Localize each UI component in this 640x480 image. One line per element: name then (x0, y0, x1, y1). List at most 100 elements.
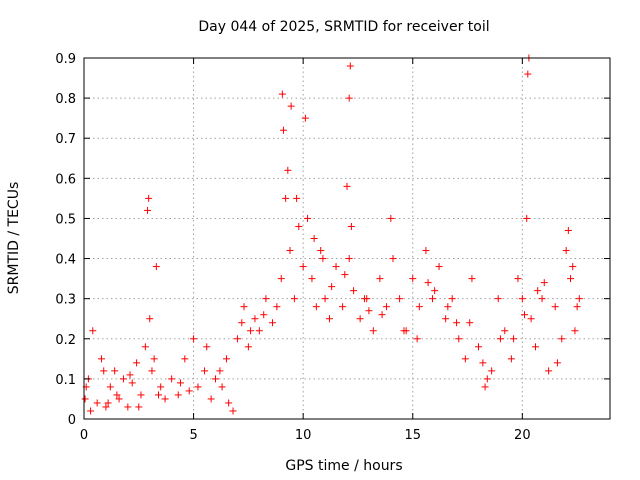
gridlines (84, 58, 610, 419)
data-point (190, 335, 198, 343)
data-point (145, 194, 153, 202)
data-point (168, 375, 176, 383)
data-point (507, 355, 515, 363)
data-point (496, 335, 504, 343)
data-point (233, 335, 241, 343)
data-point (278, 90, 286, 98)
data-point (346, 62, 354, 70)
data-point (277, 275, 285, 283)
data-point (207, 395, 215, 403)
data-point (247, 327, 255, 335)
data-point (212, 375, 219, 383)
data-point (100, 367, 108, 375)
chart-title: Day 044 of 2025, SRMTID for receiver toi… (198, 19, 489, 35)
data-point (144, 206, 152, 214)
data-point (176, 379, 184, 387)
data-point (148, 367, 156, 375)
data-point (137, 391, 145, 399)
data-point (571, 327, 579, 335)
data-point (301, 114, 309, 122)
data-point (382, 303, 390, 311)
data-point (453, 319, 461, 327)
data-point (216, 367, 224, 375)
y-tick-label: 0.1 (55, 373, 76, 388)
x-tick-label: 10 (295, 428, 312, 443)
data-point (389, 255, 397, 263)
data-point (413, 335, 421, 343)
data-point (369, 327, 377, 335)
y-tick-label: 0.3 (55, 293, 76, 308)
y-tick-label: 0.7 (55, 132, 76, 147)
data-point (540, 279, 548, 287)
data-point (157, 383, 165, 391)
data-point (268, 319, 276, 327)
data-point (551, 303, 559, 311)
data-point (483, 375, 491, 383)
data-point (569, 263, 577, 271)
data-point (128, 379, 136, 387)
data-point (284, 166, 292, 174)
data-point (345, 255, 353, 263)
y-tick-label: 0 (68, 413, 76, 428)
data-point (523, 214, 531, 222)
data-point (328, 283, 336, 291)
data-point (111, 367, 119, 375)
data-point (481, 383, 489, 391)
data-point (155, 391, 163, 399)
data-point (345, 94, 353, 102)
data-point (238, 319, 246, 327)
data-point (479, 359, 487, 367)
data-point (115, 395, 123, 403)
data-point (378, 311, 386, 319)
data-points (81, 54, 583, 415)
data-point (310, 235, 318, 242)
data-point (317, 247, 325, 255)
data-point (161, 395, 169, 403)
data-point (518, 295, 526, 303)
data-point (287, 102, 295, 110)
data-point (562, 247, 570, 255)
data-point (466, 319, 474, 327)
x-tick-label: 5 (189, 428, 197, 443)
data-point (422, 247, 430, 255)
data-point (312, 303, 320, 311)
x-tick-label: 0 (80, 428, 88, 443)
data-point (113, 391, 121, 399)
data-point (98, 355, 106, 363)
data-point (141, 343, 149, 351)
data-point (514, 275, 522, 283)
data-point (468, 275, 476, 283)
data-point (396, 295, 404, 303)
data-point (255, 327, 263, 335)
data-point (332, 263, 340, 271)
data-point (174, 391, 182, 399)
data-point (387, 214, 395, 222)
data-point (325, 315, 333, 323)
data-point (575, 295, 583, 303)
data-point (524, 70, 532, 78)
data-point (290, 295, 298, 303)
data-point (494, 295, 502, 303)
y-axis-ticks: 0 0.1 0.2 0.3 0.4 0.5 0.6 0.7 0.8 0.9 (55, 52, 610, 428)
y-tick-label: 0.5 (55, 212, 76, 227)
data-point (341, 271, 349, 279)
data-point (339, 303, 347, 311)
data-point (343, 182, 351, 190)
data-point (222, 355, 230, 363)
data-point (304, 214, 312, 222)
data-point (350, 287, 358, 295)
data-point (527, 315, 535, 323)
data-point (521, 311, 529, 319)
data-point (488, 367, 496, 375)
data-point (501, 327, 509, 335)
data-point (376, 275, 384, 283)
data-point (400, 327, 408, 335)
data-point (282, 194, 290, 202)
data-point (133, 359, 141, 367)
data-point (564, 226, 572, 234)
data-point (229, 407, 237, 415)
x-axis-label: GPS time / hours (285, 458, 402, 474)
data-point (203, 343, 211, 351)
data-point (93, 399, 101, 407)
